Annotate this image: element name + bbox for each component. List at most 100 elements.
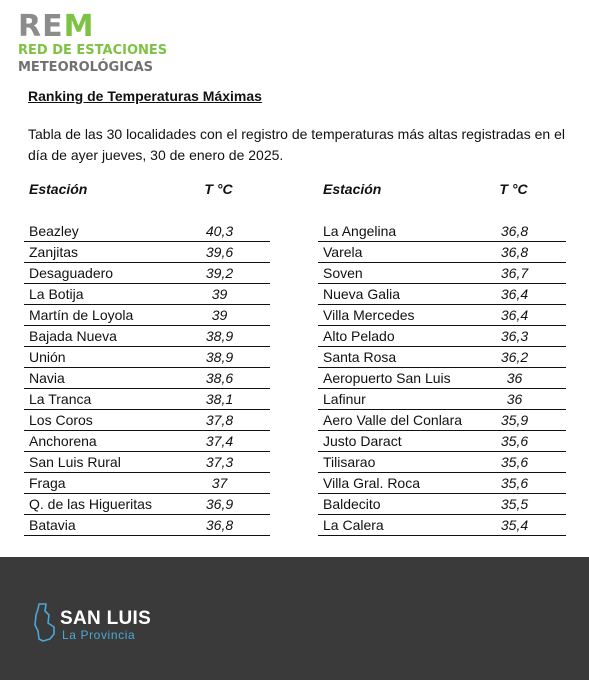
station-name: Soven [323,265,363,281]
temperature-value: 36 [506,370,523,386]
temperature-value: 35,6 [500,475,529,491]
table-row: Batavia 36,8 [24,515,270,536]
brand-tagline: La Provincia [62,628,136,642]
temperature-value: 35,6 [500,433,529,449]
table-row: Lafinur 36 [318,389,566,410]
temperature-value: 36,4 [500,307,529,323]
station-name: Bajada Nueva [29,328,117,344]
table-row: Aeropuerto San Luis 36 [318,368,566,389]
rem-logo-m: M [63,9,95,44]
table-row: Baldecito 35,5 [318,494,566,515]
temperature-value: 36,9 [205,496,234,512]
station-name: La Angelina [323,223,397,239]
temperature-value: 38,9 [205,328,234,344]
table-row: Bajada Nueva 38,9 [24,326,270,347]
temperature-value: 37,8 [205,412,234,428]
station-name: Batavia [29,517,76,533]
temperature-value: 39,6 [205,244,234,260]
table-row: Tilisarao 35,6 [318,452,566,473]
ranking-table-left: Estación T °C Beazley 40,3 Zanjitas 39,6 Des… [24,181,270,536]
table-row: La Calera 35,4 [318,515,566,536]
table-row: La Botija 39 [24,284,270,305]
temperature-value: 36,4 [500,286,529,302]
temperature-value: 39 [211,307,228,323]
san-luis-logo: SAN LUIS La Provincia [32,603,151,643]
temperature-value: 39,2 [205,265,234,281]
rem-logo-line2: METEOROLÓGICAS [18,60,154,75]
temperature-value: 35,4 [500,517,529,533]
header-station: Estación [323,181,382,197]
station-name: Lafinur [323,391,366,407]
table-row: Desaguadero 39,2 [24,263,270,284]
table-row: Q. de las Higueritas 36,9 [24,494,270,515]
temperature-value: 40,3 [205,223,234,239]
station-name: Zanjitas [29,244,79,260]
rem-logo: REM RED DE ESTACIONES METEOROLÓGICAS [18,12,167,76]
station-name: Nueva Galia [323,286,401,302]
table-body-left: Beazley 40,3 Zanjitas 39,6 Desaguadero 39,2 La… [24,221,270,536]
station-name: Unión [29,349,66,365]
table-row: Santa Rosa 36,2 [318,347,566,368]
rem-logo-re: RE [18,9,64,44]
san-luis-map-icon [34,603,55,642]
ranking-table-right: Estación T °C La Angelina 36,8 Varela 36,8 S… [318,181,566,536]
footer: SAN LUIS La Provincia [0,557,589,680]
table-row: Fraga 37 [24,473,270,494]
table-row: Soven 36,7 [318,263,566,284]
temperature-value: 35,9 [500,412,529,428]
table-row: Zanjitas 39,6 [24,242,270,263]
table-row: Martín de Loyola 39 [24,305,270,326]
table-row: Aero Valle del Conlara 35,9 [318,410,566,431]
station-name: Navia [29,370,65,386]
table-row: Unión 38,9 [24,347,270,368]
station-name: Alto Pelado [323,328,395,344]
temperature-value: 36,8 [205,517,234,533]
station-name: La Tranca [29,391,92,407]
station-name: Villa Gral. Roca [323,475,421,491]
station-name: Baldecito [323,496,381,512]
station-name: Aeropuerto San Luis [323,370,451,386]
station-name: Anchorena [29,433,97,449]
station-name: Santa Rosa [323,349,397,365]
station-name: Villa Mercedes [323,307,415,323]
table-row: Justo Daract 35,6 [318,431,566,452]
table-row: Beazley 40,3 [24,221,270,242]
temperature-value: 38,9 [205,349,234,365]
table-header: Estación T °C [318,181,566,199]
rem-logo-wordmark: REM [18,12,167,42]
table-row: Navia 38,6 [24,368,270,389]
rem-logo-line1: RED DE ESTACIONES [18,43,168,58]
table-body-right: La Angelina 36,8 Varela 36,8 Soven 36,7 Nueva … [318,221,566,536]
temperature-value: 36,8 [500,244,529,260]
table-row: La Angelina 36,8 [318,221,566,242]
temperature-value: 38,1 [205,391,234,407]
station-name: Fraga [29,475,66,491]
station-name: Varela [323,244,363,260]
header-station: Estación [29,181,88,197]
temperature-value: 39 [211,286,228,302]
table-row: Villa Mercedes 36,4 [318,305,566,326]
temperature-value: 37,4 [205,433,234,449]
table-row: La Tranca 38,1 [24,389,270,410]
station-name: Beazley [29,223,79,239]
table-row: Alto Pelado 36,3 [318,326,566,347]
page-title: Ranking de Temperaturas Máximas [28,88,262,104]
brand-name: SAN LUIS [60,608,152,629]
temperature-value: 38,6 [205,370,234,386]
temperature-value: 36,7 [500,265,529,281]
temperature-value: 35,5 [500,496,529,512]
station-name: Martín de Loyola [29,307,134,323]
description-text: Tabla de las 30 localidades con el regis… [28,126,565,163]
station-name: San Luis Rural [29,454,121,470]
station-name: Los Coros [29,412,93,428]
temperature-value: 36 [506,391,523,407]
table-row: Nueva Galia 36,4 [318,284,566,305]
station-name: Q. de las Higueritas [29,496,152,512]
table-header: Estación T °C [24,181,270,199]
temperature-value: 36,2 [500,349,529,365]
temperature-value: 36,8 [500,223,529,239]
table-row: Varela 36,8 [318,242,566,263]
station-name: La Calera [323,517,384,533]
station-name: Tilisarao [323,454,376,470]
station-name: Desaguadero [29,265,114,281]
